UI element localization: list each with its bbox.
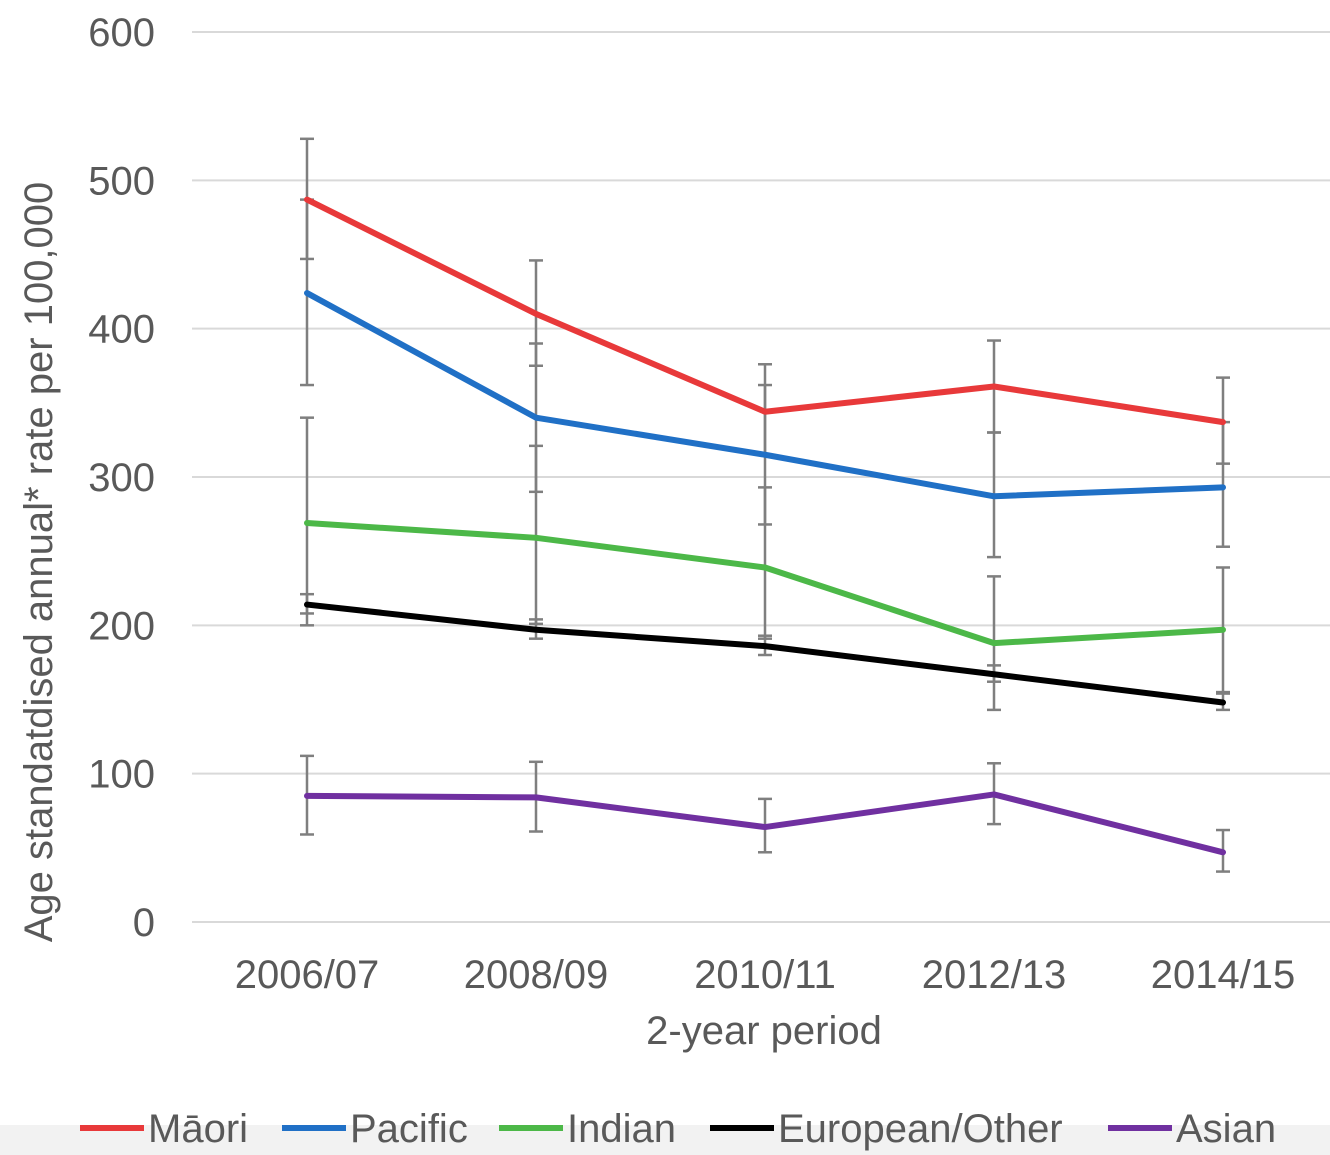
legend-label: Māori <box>148 1107 248 1151</box>
y-tick-label: 100 <box>88 753 155 797</box>
x-tick-labels: 2006/07 2008/09 2010/11 2012/13 2014/15 <box>235 953 1296 997</box>
series-line-1 <box>304 290 1226 500</box>
series-lines <box>304 196 1226 856</box>
legend-item: Asian <box>1108 1107 1276 1151</box>
legend-label: Asian <box>1176 1107 1276 1151</box>
y-tick-label: 200 <box>88 604 155 648</box>
x-tick-label: 2014/15 <box>1151 953 1296 997</box>
y-tick-label: 0 <box>133 901 155 945</box>
y-axis-title: Age standatdised annual* rate per 100,00… <box>17 182 61 943</box>
y-tick-label: 400 <box>88 308 155 352</box>
grid-layer <box>192 31 1330 923</box>
legend-item: European/Other <box>710 1107 1063 1151</box>
error-bar <box>758 486 772 640</box>
y-tick-label: 600 <box>88 11 155 55</box>
y-tick-label: 500 <box>88 159 155 203</box>
legend-label: Pacific <box>350 1107 468 1151</box>
legend-label: Indian <box>567 1107 676 1151</box>
x-tick-label: 2008/09 <box>464 953 609 997</box>
legend-item: Māori <box>80 1107 248 1151</box>
x-tick-label: 2010/11 <box>694 953 836 997</box>
x-axis-title: 2-year period <box>646 1009 882 1053</box>
legend-item: Indian <box>499 1107 676 1151</box>
error-bars <box>300 137 1230 873</box>
legend: Māori Pacific Indian European/Other Asian <box>80 1107 1276 1151</box>
series-line-4 <box>304 791 1226 856</box>
series-line-2 <box>304 519 1226 647</box>
legend-label: European/Other <box>778 1107 1063 1151</box>
x-tick-label: 2012/13 <box>922 953 1067 997</box>
legend-item: Pacific <box>282 1107 468 1151</box>
x-tick-label: 2006/07 <box>235 953 380 997</box>
y-tick-label: 300 <box>88 456 155 500</box>
series-line-3 <box>304 601 1226 706</box>
series-line-0 <box>304 196 1226 426</box>
y-tick-labels: 0 100 200 300 400 500 600 <box>88 11 155 945</box>
